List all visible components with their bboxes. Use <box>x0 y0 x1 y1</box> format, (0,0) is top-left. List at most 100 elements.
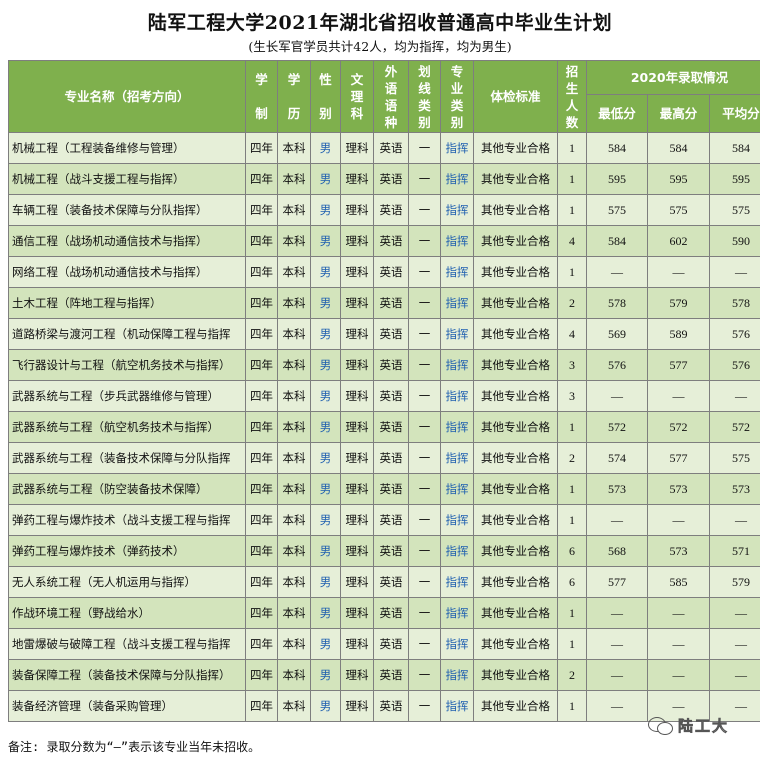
gender-cell: 男 <box>310 163 341 195</box>
degree-cell: 本科 <box>277 225 311 257</box>
min-score-cell: — <box>586 690 648 722</box>
major-type-cell: 指挥 <box>440 566 474 598</box>
duration-cell: 四年 <box>245 194 278 226</box>
language-cell: 英语 <box>373 132 409 164</box>
major-type-cell: 指挥 <box>440 628 474 660</box>
duration-cell: 四年 <box>245 442 278 474</box>
gender-cell: 男 <box>310 442 341 474</box>
major-cell: 无人系统工程（无人机运用与指挥） <box>8 566 246 598</box>
physical-standard-cell: 其他专业合格 <box>473 287 558 319</box>
subject-cell: 理科 <box>340 349 374 381</box>
major-type-cell: 指挥 <box>440 163 474 195</box>
header-avg-score: 平均分 <box>709 94 760 133</box>
subject-cell: 理科 <box>340 256 374 288</box>
avg-score-cell: 571 <box>709 535 760 567</box>
physical-standard-cell: 其他专业合格 <box>473 628 558 660</box>
header-gender: 性别 <box>310 60 341 133</box>
enroll-count-cell: 1 <box>557 163 587 195</box>
gender-cell: 男 <box>310 690 341 722</box>
table-row: 作战环境工程（野战给水） 四年 本科男理科 英语一指挥 其他专业合格 1— — — <box>8 597 760 629</box>
gender-cell: 男 <box>310 132 341 164</box>
degree-cell: 本科 <box>277 597 311 629</box>
physical-standard-cell: 其他专业合格 <box>473 256 558 288</box>
header-subject: 文理科 <box>340 60 374 133</box>
subject-cell: 理科 <box>340 225 374 257</box>
degree-cell: 本科 <box>277 380 311 412</box>
avg-score-cell: — <box>709 659 760 691</box>
subject-cell: 理科 <box>340 690 374 722</box>
enroll-count-cell: 1 <box>557 473 587 505</box>
header-physical: 体检标准 <box>473 60 558 133</box>
footnote: 备注: 录取分数为“—”表示该专业当年未招收。 <box>8 740 261 754</box>
table-row: 机械工程（工程装备维修与管理） 四年 本科男理科 英语一指挥 其他专业合格 1 584 584… <box>8 132 760 164</box>
max-score-cell: 572 <box>647 411 710 443</box>
avg-score-cell: 575 <box>709 442 760 474</box>
language-cell: 英语 <box>373 597 409 629</box>
enroll-count-cell: 1 <box>557 597 587 629</box>
major-type-cell: 指挥 <box>440 380 474 412</box>
major-cell: 装备保障工程（装备技术保障与分队指挥） <box>8 659 246 691</box>
major-type-cell: 指挥 <box>440 535 474 567</box>
gender-cell: 男 <box>310 318 341 350</box>
table-row: 土木工程（阵地工程与指挥） 四年 本科男理科 英语一指挥 其他专业合格 2 578 579 57… <box>8 287 760 319</box>
wechat-icon <box>648 714 674 736</box>
duration-cell: 四年 <box>245 318 278 350</box>
category-cell: 一 <box>408 349 441 381</box>
max-score-cell: — <box>647 380 710 412</box>
category-cell: 一 <box>408 659 441 691</box>
duration-cell: 四年 <box>245 690 278 722</box>
gender-cell: 男 <box>310 566 341 598</box>
max-score-cell: 575 <box>647 194 710 226</box>
duration-cell: 四年 <box>245 566 278 598</box>
min-score-cell: — <box>586 659 648 691</box>
degree-cell: 本科 <box>277 566 311 598</box>
gender-cell: 男 <box>310 597 341 629</box>
category-cell: 一 <box>408 287 441 319</box>
min-score-cell: 568 <box>586 535 648 567</box>
language-cell: 英语 <box>373 163 409 195</box>
degree-cell: 本科 <box>277 163 311 195</box>
degree-cell: 本科 <box>277 442 311 474</box>
header-max-score: 最高分 <box>647 94 710 133</box>
avg-score-cell: — <box>709 690 760 722</box>
enroll-count-cell: 1 <box>557 194 587 226</box>
degree-cell: 本科 <box>277 535 311 567</box>
major-type-cell: 指挥 <box>440 287 474 319</box>
category-cell: 一 <box>408 597 441 629</box>
category-cell: 一 <box>408 163 441 195</box>
category-cell: 一 <box>408 380 441 412</box>
max-score-cell: 602 <box>647 225 710 257</box>
category-cell: 一 <box>408 504 441 536</box>
degree-cell: 本科 <box>277 287 311 319</box>
major-cell: 武器系统与工程（装备技术保障与分队指挥 <box>8 442 246 474</box>
degree-cell: 本科 <box>277 194 311 226</box>
physical-standard-cell: 其他专业合格 <box>473 597 558 629</box>
major-cell: 弹药工程与爆炸技术（弹药技术） <box>8 535 246 567</box>
subject-cell: 理科 <box>340 318 374 350</box>
duration-cell: 四年 <box>245 132 278 164</box>
avg-score-cell: — <box>709 628 760 660</box>
major-type-cell: 指挥 <box>440 473 474 505</box>
language-cell: 英语 <box>373 566 409 598</box>
physical-standard-cell: 其他专业合格 <box>473 349 558 381</box>
major-cell: 通信工程（战场机动通信技术与指挥） <box>8 225 246 257</box>
table-row: 飞行器设计与工程（航空机务技术与指挥） 四年 本科男理科 英语一指挥 其他专业合格 3 57… <box>8 349 760 381</box>
header-degree: 学历 <box>277 60 311 133</box>
avg-score-cell: — <box>709 597 760 629</box>
min-score-cell: 578 <box>586 287 648 319</box>
min-score-cell: — <box>586 504 648 536</box>
subject-cell: 理科 <box>340 628 374 660</box>
max-score-cell: 573 <box>647 535 710 567</box>
subject-cell: 理科 <box>340 163 374 195</box>
major-type-cell: 指挥 <box>440 132 474 164</box>
table-row: 武器系统与工程（防空装备技术保障） 四年 本科男理科 英语一指挥 其他专业合格 1 573 5… <box>8 473 760 505</box>
major-cell: 网络工程（战场机动通信技术与指挥） <box>8 256 246 288</box>
enroll-count-cell: 6 <box>557 535 587 567</box>
min-score-cell: 573 <box>586 473 648 505</box>
max-score-cell: — <box>647 659 710 691</box>
physical-standard-cell: 其他专业合格 <box>473 132 558 164</box>
max-score-cell: — <box>647 628 710 660</box>
min-score-cell: — <box>586 597 648 629</box>
degree-cell: 本科 <box>277 318 311 350</box>
max-score-cell: 584 <box>647 132 710 164</box>
